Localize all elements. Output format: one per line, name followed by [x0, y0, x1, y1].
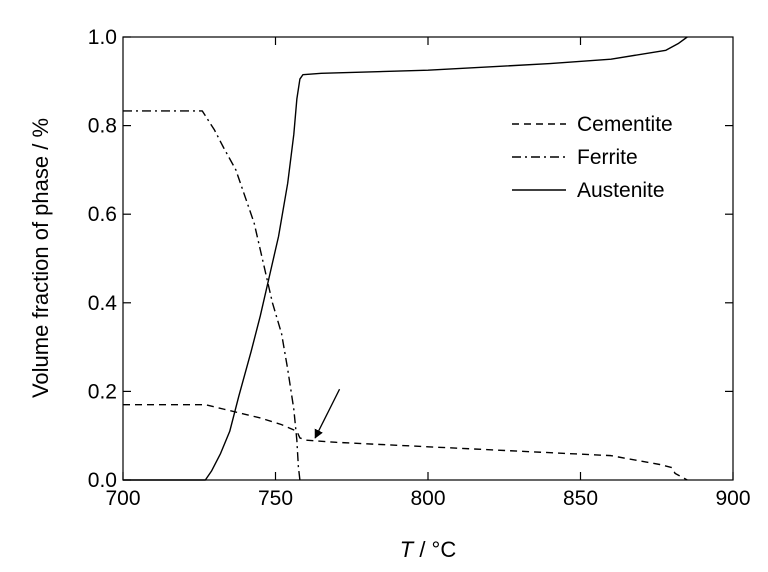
plot-frame — [122, 36, 734, 481]
x-tick-label: 850 — [563, 487, 598, 510]
x-tick-label: 700 — [105, 487, 140, 510]
y-axis-label: Volume fraction of phase / % — [28, 118, 53, 398]
y-tick-label: 0.6 — [88, 203, 117, 226]
y-tick-label: 1.0 — [88, 26, 117, 49]
y-tick-label: 0.4 — [88, 292, 118, 315]
series-line-cementite — [123, 403, 688, 481]
x-axis-ticks: 700 750 800 850 900 — [105, 37, 751, 510]
x-axis-label-variable: T — [400, 537, 415, 562]
legend-label-cementite: Cementite — [577, 113, 673, 136]
x-axis-label-unit: / °C — [413, 537, 456, 562]
plot-area — [122, 36, 734, 481]
y-tick-label: 0.2 — [88, 380, 117, 403]
x-tick-label: 800 — [410, 487, 445, 510]
x-axis-label: T / °C — [400, 537, 457, 562]
annotation-arrow — [314, 388, 341, 439]
series-line-ferrite — [123, 110, 301, 481]
y-axis-ticks: 0.0 0.2 0.4 0.6 0.8 1.0 — [88, 26, 733, 492]
legend-label-austenite: Austenite — [577, 179, 665, 202]
legend: Cementite Ferrite Austenite — [512, 113, 673, 202]
y-tick-label: 0.8 — [88, 115, 117, 138]
x-tick-label: 900 — [715, 487, 750, 510]
legend-label-ferrite: Ferrite — [577, 146, 638, 169]
series-layer — [123, 36, 688, 481]
series-line-austenite — [123, 36, 688, 481]
y-tick-label: 0.0 — [88, 469, 117, 492]
x-tick-label: 750 — [258, 487, 293, 510]
annotation-layer — [314, 388, 341, 439]
